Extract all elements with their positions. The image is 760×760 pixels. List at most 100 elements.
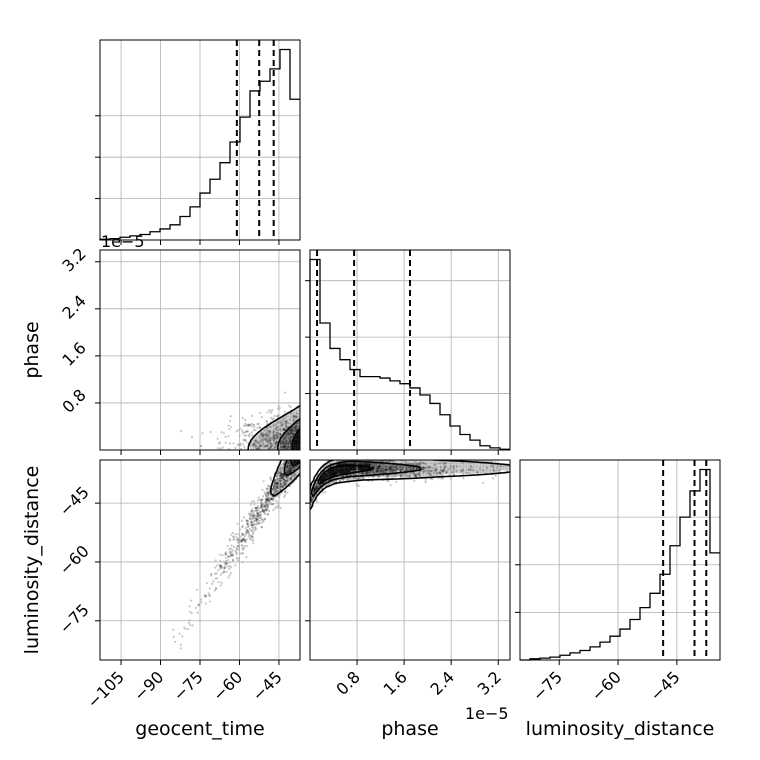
density-cell bbox=[430, 460, 434, 464]
sample-point bbox=[252, 514, 255, 517]
sample-point bbox=[391, 476, 394, 479]
sample-point bbox=[358, 476, 361, 480]
sample-point bbox=[283, 446, 286, 449]
sample-point bbox=[390, 468, 393, 471]
sample-point bbox=[261, 433, 264, 436]
sample-point bbox=[274, 427, 277, 430]
sample-point bbox=[248, 533, 251, 536]
sample-point bbox=[405, 474, 408, 477]
sample-point bbox=[235, 553, 238, 556]
sample-point bbox=[334, 471, 337, 474]
sample-point bbox=[247, 512, 251, 515]
density-cell bbox=[276, 430, 281, 434]
sample-point bbox=[346, 466, 350, 469]
sample-point bbox=[230, 533, 233, 536]
sample-point bbox=[368, 471, 371, 474]
sample-point bbox=[386, 479, 389, 482]
sample-point bbox=[409, 468, 413, 471]
sample-point bbox=[258, 436, 261, 439]
density-cell bbox=[323, 473, 327, 477]
density-cell bbox=[266, 433, 271, 437]
sample-point bbox=[326, 475, 329, 478]
sample-point bbox=[289, 470, 292, 473]
sample-point bbox=[276, 431, 279, 435]
sample-point bbox=[372, 467, 375, 470]
sample-point bbox=[283, 444, 286, 448]
sample-point bbox=[260, 438, 263, 441]
sample-point bbox=[275, 482, 278, 485]
sample-point bbox=[453, 464, 456, 468]
sample-point bbox=[441, 477, 444, 480]
sample-point bbox=[275, 477, 279, 481]
sample-point bbox=[363, 463, 366, 466]
sample-point bbox=[236, 522, 239, 525]
sample-point bbox=[236, 544, 240, 547]
sample-point bbox=[417, 473, 420, 476]
sample-point bbox=[368, 472, 371, 475]
density-cell bbox=[296, 433, 300, 437]
sample-point bbox=[236, 541, 239, 544]
sample-point bbox=[241, 547, 244, 550]
sample-point bbox=[204, 595, 207, 598]
density-cell bbox=[403, 473, 407, 477]
sample-point bbox=[275, 474, 279, 477]
sample-point bbox=[262, 509, 265, 513]
sample-point bbox=[229, 572, 233, 575]
density-cell bbox=[343, 476, 347, 481]
sample-point bbox=[224, 435, 227, 438]
sample-point bbox=[285, 465, 288, 469]
sample-point bbox=[261, 503, 264, 506]
y-tick-label-luminosity-distance: −45 bbox=[55, 483, 92, 520]
sample-point bbox=[234, 550, 237, 553]
sample-point bbox=[491, 477, 495, 480]
sample-point bbox=[273, 447, 276, 450]
sample-point bbox=[419, 463, 422, 466]
density-cell bbox=[466, 466, 471, 471]
density-cell bbox=[476, 470, 481, 474]
sample-point bbox=[254, 506, 258, 510]
x-axis-label-phase: phase bbox=[381, 718, 438, 740]
sample-point bbox=[426, 466, 429, 469]
density-cell bbox=[483, 470, 487, 474]
sample-point bbox=[265, 508, 268, 512]
density-cell bbox=[296, 413, 300, 417]
sample-point bbox=[227, 567, 231, 571]
sample-point bbox=[235, 430, 238, 433]
sample-point bbox=[329, 469, 332, 473]
sample-point bbox=[345, 469, 349, 473]
density-cell bbox=[280, 430, 284, 434]
sample-point bbox=[288, 470, 291, 473]
sample-point bbox=[264, 512, 267, 515]
histogram-panel-phase bbox=[305, 249, 511, 455]
density-cell bbox=[286, 436, 291, 441]
sample-point bbox=[280, 479, 283, 482]
density-cell bbox=[346, 476, 351, 481]
sample-point bbox=[283, 410, 286, 413]
sample-point bbox=[263, 517, 267, 521]
sample-point bbox=[293, 442, 296, 445]
sample-point bbox=[365, 472, 368, 475]
sample-point bbox=[274, 427, 277, 430]
sample-point bbox=[271, 503, 274, 506]
density-cell bbox=[316, 490, 321, 494]
sample-point bbox=[390, 465, 393, 469]
sample-point bbox=[461, 461, 464, 464]
sample-point bbox=[242, 424, 246, 428]
sample-point bbox=[288, 438, 291, 441]
sample-point bbox=[267, 484, 270, 488]
density-cell bbox=[433, 463, 437, 467]
sample-point bbox=[209, 430, 212, 434]
sample-point bbox=[324, 491, 327, 494]
sample-point bbox=[347, 470, 350, 473]
sample-point bbox=[282, 445, 286, 448]
sample-point bbox=[237, 559, 240, 562]
sample-point bbox=[354, 472, 358, 475]
sample-point bbox=[292, 461, 295, 464]
density-cell bbox=[280, 416, 284, 421]
density-cell bbox=[473, 470, 477, 474]
sample-point bbox=[436, 471, 439, 474]
sample-point bbox=[273, 435, 276, 438]
sample-point bbox=[296, 434, 299, 438]
sample-point bbox=[290, 429, 293, 432]
density-cell bbox=[276, 480, 281, 484]
